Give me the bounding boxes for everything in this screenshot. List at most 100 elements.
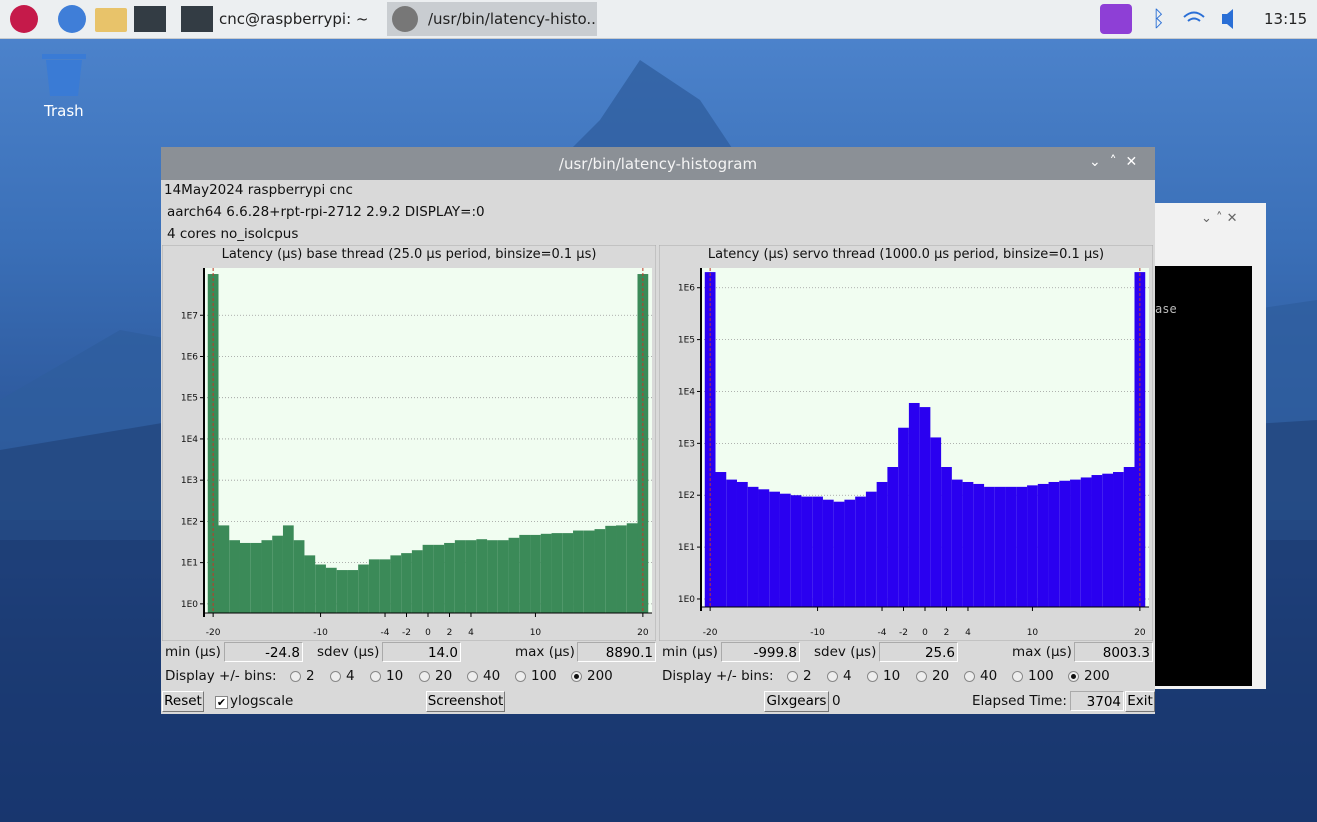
checkbox-label: ylogscale [230, 693, 294, 709]
elapsed-label: Elapsed Time: [972, 693, 1067, 709]
trash-icon[interactable] [40, 52, 90, 102]
histogram-bar [726, 479, 737, 607]
bluetooth-icon[interactable]: ᛒ [1152, 7, 1165, 32]
histogram-bar [951, 479, 963, 607]
x-tick-label: -10 [313, 628, 328, 638]
radio-label: 200 [587, 668, 613, 684]
chart-title: Latency (µs) base thread (25.0 µs period… [222, 247, 597, 262]
menu-icon[interactable] [10, 5, 38, 33]
x-tick-label: 10 [1027, 628, 1039, 638]
y-tick-label: 1E1 [678, 543, 695, 553]
radio-button[interactable] [827, 671, 838, 682]
histogram-bar [887, 466, 899, 607]
info-line: 4 cores no_isolcpus [167, 226, 299, 242]
chart-title: Latency (µs) servo thread (1000.0 µs per… [708, 247, 1104, 262]
histogram-bar [261, 540, 273, 613]
radio-label: 20 [435, 668, 453, 684]
histogram-bar [1037, 483, 1049, 607]
histogram-bar [930, 437, 942, 607]
info-line: aarch64 6.6.28+rpt-rpi-2712 2.9.2 DISPLA… [167, 204, 485, 220]
histogram-bar [758, 489, 770, 607]
radio-button[interactable] [916, 671, 927, 682]
taskbar-app[interactable]: /usr/bin/latency-histo.. [428, 10, 596, 28]
terminal-icon[interactable] [134, 6, 166, 32]
x-tick-label: 10 [530, 628, 542, 638]
histogram-bar [616, 525, 627, 613]
stat-label: min (µs) [165, 644, 221, 660]
radio-button[interactable] [330, 671, 341, 682]
radio-button[interactable] [867, 671, 878, 682]
y-tick-label: 1E7 [181, 311, 198, 321]
radio-button[interactable] [370, 671, 381, 682]
radio-button[interactable] [290, 671, 301, 682]
histogram-bar [422, 544, 434, 613]
stat-label: sdev (µs) [814, 644, 877, 660]
radio-button[interactable] [787, 671, 798, 682]
window-buttons[interactable]: ⌄ ˄ ✕ [1089, 154, 1138, 170]
histogram-bar [562, 533, 574, 613]
histogram-bar [573, 530, 584, 613]
y-tick-label: 1E4 [678, 387, 695, 397]
histogram-bar [497, 540, 509, 613]
histogram-bar [1080, 477, 1092, 607]
histogram-bar [304, 555, 316, 613]
browser-icon[interactable] [58, 5, 86, 33]
histogram-bar [433, 544, 445, 613]
radio-button[interactable] [964, 671, 975, 682]
taskbar-app[interactable]: cnc@raspberrypi: ~ [219, 10, 369, 28]
stat-label: max (µs) [515, 644, 575, 660]
stat-label: max (µs) [1012, 644, 1072, 660]
histogram-bar [282, 525, 294, 613]
screenshot-button[interactable]: Screenshot [426, 691, 505, 712]
radio-label: 20 [932, 668, 950, 684]
title-bar: /usr/bin/latency-histogram ⌄ ˄ ✕ [161, 147, 1155, 180]
histogram-bar [833, 501, 845, 607]
files-icon[interactable] [95, 8, 127, 32]
vnc-icon[interactable] [1100, 4, 1132, 34]
radio-button[interactable] [467, 671, 478, 682]
histogram-bar [855, 496, 866, 607]
radio-button[interactable] [419, 671, 430, 682]
glxgears-button[interactable]: Glxgears [764, 691, 829, 712]
histogram-bar [626, 523, 638, 613]
stat-value: 8890.1 [577, 642, 656, 662]
y-tick-label: 1E6 [181, 352, 198, 362]
histogram-bar [801, 496, 813, 607]
histogram-bar [465, 540, 477, 613]
histogram-bar [229, 540, 240, 613]
x-tick-label: -4 [878, 628, 887, 638]
histogram-bar [844, 499, 856, 607]
radio-button[interactable] [515, 671, 526, 682]
radio-label: 2 [306, 668, 315, 684]
radio-button[interactable] [1068, 671, 1079, 682]
elapsed-value: 3704 [1070, 691, 1124, 711]
histogram-bar [401, 553, 412, 613]
stat-value: 8003.3 [1074, 642, 1153, 662]
wifi-icon[interactable] [1183, 11, 1205, 22]
volume-icon[interactable] [1222, 9, 1233, 29]
histogram-bar [822, 499, 834, 607]
exit-button[interactable]: Exit [1125, 691, 1155, 712]
histogram-bar [250, 542, 262, 613]
radio-button[interactable] [1012, 671, 1023, 682]
reset-button[interactable]: Reset [162, 691, 204, 712]
radio-label: 200 [1084, 668, 1110, 684]
x-tick-label: 2 [447, 628, 453, 638]
checkbox[interactable]: ✔ [215, 696, 228, 709]
glxgears-count: 0 [832, 693, 841, 709]
tk-app-icon [392, 6, 418, 32]
window-title: /usr/bin/latency-histogram [558, 155, 758, 173]
radio-button[interactable] [571, 671, 582, 682]
histogram-bar [876, 481, 888, 607]
histogram-chart: Latency (µs) base thread (25.0 µs period… [162, 245, 656, 641]
icon-label: Trash [44, 102, 84, 120]
histogram-bar [218, 525, 230, 613]
terminal-area: ase [1155, 266, 1252, 686]
radio-label: 40 [980, 668, 998, 684]
histogram-bar [411, 550, 423, 613]
histogram-bar [898, 427, 909, 607]
radio-label: 40 [483, 668, 501, 684]
histogram-bar [358, 564, 369, 613]
y-tick-label: 1E3 [181, 476, 198, 486]
